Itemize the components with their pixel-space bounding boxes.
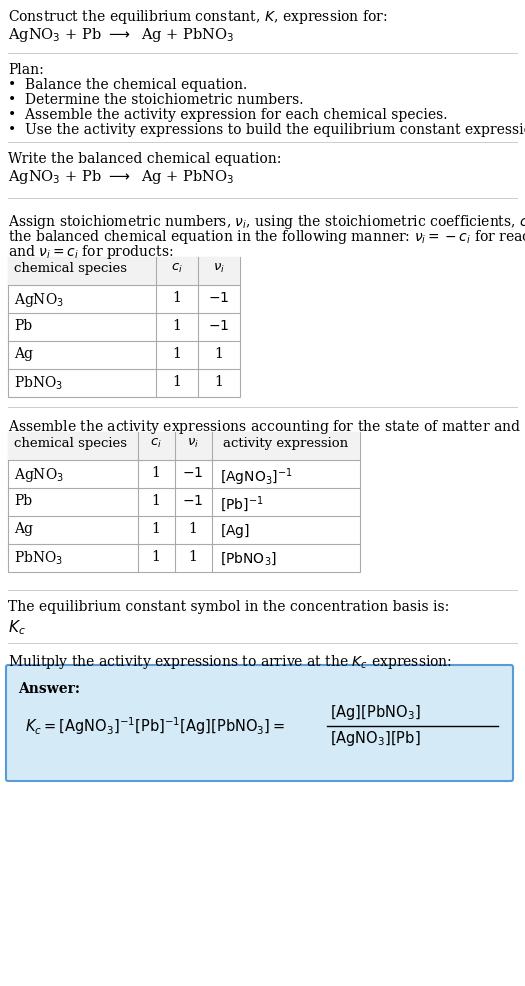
Text: Mulitply the activity expressions to arrive at the $K_c$ expression:: Mulitply the activity expressions to arr…: [8, 653, 452, 671]
Text: 1: 1: [173, 375, 182, 389]
Text: $c_i$: $c_i$: [150, 437, 162, 450]
Text: •  Assemble the activity expression for each chemical species.: • Assemble the activity expression for e…: [8, 108, 447, 122]
Text: $K_c$: $K_c$: [8, 618, 26, 637]
Text: $[\mathrm{Pb}]^{-1}$: $[\mathrm{Pb}]^{-1}$: [220, 494, 264, 514]
Text: Write the balanced chemical equation:: Write the balanced chemical equation:: [8, 152, 281, 166]
Text: 1: 1: [188, 522, 197, 536]
Text: $-1$: $-1$: [182, 466, 204, 480]
Bar: [8, 257, 240, 397]
Text: $-1$: $-1$: [182, 494, 204, 508]
Text: 1: 1: [215, 375, 224, 389]
Text: the balanced chemical equation in the following manner: $\nu_i = -c_i$ for react: the balanced chemical equation in the fo…: [8, 228, 525, 246]
Text: Ag: Ag: [14, 522, 33, 536]
Text: chemical species: chemical species: [14, 262, 127, 275]
Bar: [8, 432, 360, 460]
Text: AgNO$_3$ + Pb $\longrightarrow$  Ag + PbNO$_3$: AgNO$_3$ + Pb $\longrightarrow$ Ag + PbN…: [8, 26, 235, 44]
Text: 1: 1: [152, 522, 161, 536]
Text: $\nu_i$: $\nu_i$: [187, 437, 199, 450]
Text: and $\nu_i = c_i$ for products:: and $\nu_i = c_i$ for products:: [8, 243, 173, 261]
Text: Pb: Pb: [14, 319, 32, 333]
Text: $\nu_i$: $\nu_i$: [213, 262, 225, 275]
Bar: [8, 432, 360, 572]
Text: $[\mathrm{Ag}]$: $[\mathrm{Ag}]$: [220, 522, 250, 540]
Text: activity expression: activity expression: [224, 437, 349, 450]
Text: Pb: Pb: [14, 494, 32, 508]
Text: AgNO$_3$: AgNO$_3$: [14, 291, 64, 309]
Text: •  Determine the stoichiometric numbers.: • Determine the stoichiometric numbers.: [8, 93, 303, 107]
Text: AgNO$_3$ + Pb $\longrightarrow$  Ag + PbNO$_3$: AgNO$_3$ + Pb $\longrightarrow$ Ag + PbN…: [8, 168, 235, 186]
Text: Assign stoichiometric numbers, $\nu_i$, using the stoichiometric coefficients, $: Assign stoichiometric numbers, $\nu_i$, …: [8, 213, 525, 231]
Text: 1: 1: [173, 291, 182, 305]
FancyBboxPatch shape: [6, 665, 513, 781]
Text: •  Use the activity expressions to build the equilibrium constant expression.: • Use the activity expressions to build …: [8, 123, 525, 137]
Text: 1: 1: [173, 319, 182, 333]
Text: $K_c = [\mathrm{AgNO_3}]^{-1}[\mathrm{Pb}]^{-1}[\mathrm{Ag}][\mathrm{PbNO_3}] = : $K_c = [\mathrm{AgNO_3}]^{-1}[\mathrm{Pb…: [25, 715, 285, 737]
Text: $c_i$: $c_i$: [171, 262, 183, 275]
Text: $-1$: $-1$: [208, 291, 229, 305]
Text: 1: 1: [152, 550, 161, 564]
Bar: [8, 257, 240, 285]
Text: 1: 1: [152, 466, 161, 480]
Text: $[\mathrm{AgNO_3}][\mathrm{Pb}]$: $[\mathrm{AgNO_3}][\mathrm{Pb}]$: [330, 729, 421, 747]
Text: $-1$: $-1$: [208, 319, 229, 333]
Text: $[\mathrm{PbNO_3}]$: $[\mathrm{PbNO_3}]$: [220, 550, 277, 567]
Text: Ag: Ag: [14, 347, 33, 361]
Text: The equilibrium constant symbol in the concentration basis is:: The equilibrium constant symbol in the c…: [8, 600, 449, 614]
Text: PbNO$_3$: PbNO$_3$: [14, 375, 63, 392]
Text: Construct the equilibrium constant, $K$, expression for:: Construct the equilibrium constant, $K$,…: [8, 8, 387, 26]
Text: Plan:: Plan:: [8, 63, 44, 77]
Text: PbNO$_3$: PbNO$_3$: [14, 550, 63, 567]
Text: 1: 1: [152, 494, 161, 508]
Text: $[\mathrm{Ag}][\mathrm{PbNO_3}]$: $[\mathrm{Ag}][\mathrm{PbNO_3}]$: [330, 702, 421, 722]
Text: AgNO$_3$: AgNO$_3$: [14, 466, 64, 484]
Text: 1: 1: [188, 550, 197, 564]
Text: Answer:: Answer:: [18, 682, 80, 696]
Text: Assemble the activity expressions accounting for the state of matter and $\nu_i$: Assemble the activity expressions accoun…: [8, 418, 525, 436]
Text: $[\mathrm{AgNO_3}]^{-1}$: $[\mathrm{AgNO_3}]^{-1}$: [220, 466, 292, 488]
Text: 1: 1: [215, 347, 224, 361]
Text: •  Balance the chemical equation.: • Balance the chemical equation.: [8, 78, 247, 92]
Text: 1: 1: [173, 347, 182, 361]
Text: chemical species: chemical species: [14, 437, 127, 450]
